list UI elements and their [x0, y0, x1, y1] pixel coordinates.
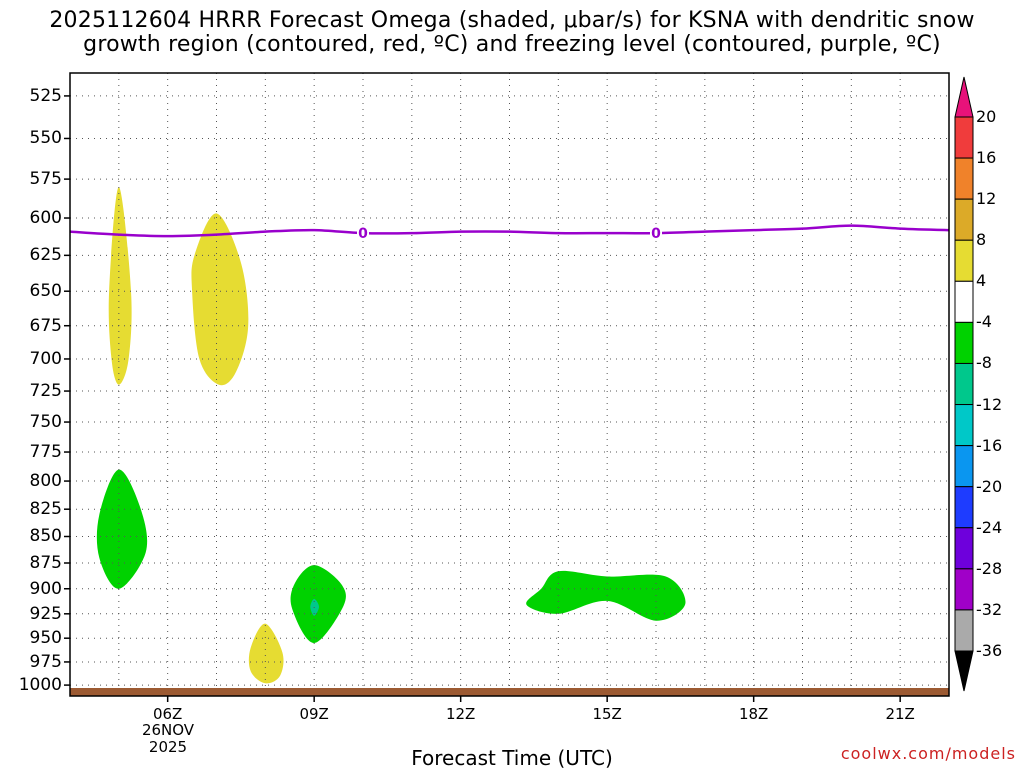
freezing-level-label-1: 0	[358, 226, 368, 242]
omega-region-4	[248, 623, 284, 684]
y-tick-label-675: 675	[29, 315, 62, 336]
colorbar-label-3: 12	[976, 189, 997, 209]
y-tick-label-700: 700	[29, 348, 62, 369]
y-tick-label-575: 575	[29, 169, 62, 190]
y-tick-label-750: 750	[29, 412, 62, 433]
y-tick-label-550: 550	[29, 128, 62, 149]
colorbar-label-10: -20	[976, 476, 1003, 496]
x-tick-label-21Z: 21Z	[885, 705, 915, 723]
colorbar-label-11: -24	[976, 517, 1003, 537]
chart-title-line-1: 2025112604 HRRR Forecast Omega (shaded, …	[49, 8, 975, 33]
freezing-level-line	[69, 224, 950, 238]
chart-title-line-2: growth region (contoured, red, ºC) and f…	[83, 32, 941, 57]
x-tick-label-18Z: 18Z	[738, 705, 769, 723]
date-label-year: 2025	[148, 738, 188, 756]
colorbar-swatch-7	[954, 362, 974, 406]
y-tick-label-900: 900	[29, 578, 62, 599]
y-tick-label-525: 525	[29, 85, 62, 106]
colorbar-swatch-13	[954, 609, 974, 652]
y-tick-label-1000: 1000	[18, 675, 62, 696]
y-tick-label-925: 925	[29, 603, 62, 624]
colorbar-swatch-10	[954, 486, 974, 529]
freezing-label-bg-2	[650, 225, 662, 242]
colorbar-swatch-3	[954, 198, 974, 241]
colorbar-label-14: -36	[976, 641, 1003, 660]
x-tick-label-09Z: 09Z	[299, 705, 329, 723]
x-tick-label-12Z: 12Z	[445, 705, 476, 723]
y-tick-label-600: 600	[29, 208, 62, 229]
colorbar-swatch-1	[954, 116, 974, 159]
colorbar-swatch-4	[954, 239, 974, 282]
y-tick-label-625: 625	[29, 245, 62, 266]
y-tick-label-650: 650	[29, 281, 62, 302]
omega-region-7	[526, 570, 686, 621]
colorbar-label-6: -4	[976, 312, 992, 332]
x-tick-label-06Z: 06Z	[152, 705, 183, 723]
date-label: 26NOV 2025	[138, 722, 198, 756]
colorbar	[954, 76, 974, 692]
colorbar-label-12: -28	[976, 558, 1003, 578]
omega-region-1	[108, 187, 132, 385]
colorbar-bottom-arrow	[954, 650, 974, 692]
colorbar-label-13: -32	[976, 599, 1003, 619]
y-tick-label-725: 725	[29, 381, 62, 402]
colorbar-label-4: 8	[976, 230, 987, 250]
y-tick-label-850: 850	[29, 526, 62, 547]
terrain-band	[70, 688, 949, 696]
y-tick-label-825: 825	[29, 499, 62, 520]
colorbar-label-7: -8	[976, 353, 992, 373]
colorbar-label-1: 20	[976, 107, 997, 126]
site-credit: coolwx.com/models	[840, 744, 1016, 763]
colorbar-swatch-5	[954, 280, 974, 323]
terrain-fill	[70, 688, 949, 696]
x-axis-title: Forecast Time (UTC)	[411, 746, 613, 770]
colorbar-top-arrow	[954, 76, 974, 118]
colorbar-label-8: -12	[976, 394, 1003, 414]
colorbar-label-5: 4	[976, 271, 987, 291]
chart-gridlines	[64, 73, 950, 702]
colorbar-label-2: 16	[976, 148, 997, 168]
y-tick-label-950: 950	[29, 628, 62, 649]
y-tick-label-775: 775	[29, 442, 62, 463]
x-tick-label-15Z: 15Z	[592, 705, 622, 723]
colorbar-label-9: -16	[976, 435, 1003, 455]
plot-frame	[69, 72, 950, 697]
date-label-day: 26NOV	[141, 721, 195, 739]
omega-shaded-regions	[96, 187, 686, 684]
freezing-level-label-2: 0	[651, 226, 661, 242]
freezing-label-bg-1	[357, 225, 369, 242]
colorbar-swatch-11	[954, 527, 974, 570]
y-tick-label-975: 975	[29, 651, 62, 672]
colorbar-swatch-9	[954, 445, 974, 488]
y-tick-label-800: 800	[29, 471, 62, 492]
y-tick-label-875: 875	[29, 552, 62, 573]
colorbar-swatch-12	[954, 568, 974, 611]
colorbar-swatch-8	[954, 404, 974, 447]
omega-region-3	[96, 469, 148, 589]
omega-region-2	[191, 213, 249, 386]
colorbar-swatch-6	[954, 321, 974, 364]
colorbar-swatch-2	[954, 157, 974, 200]
